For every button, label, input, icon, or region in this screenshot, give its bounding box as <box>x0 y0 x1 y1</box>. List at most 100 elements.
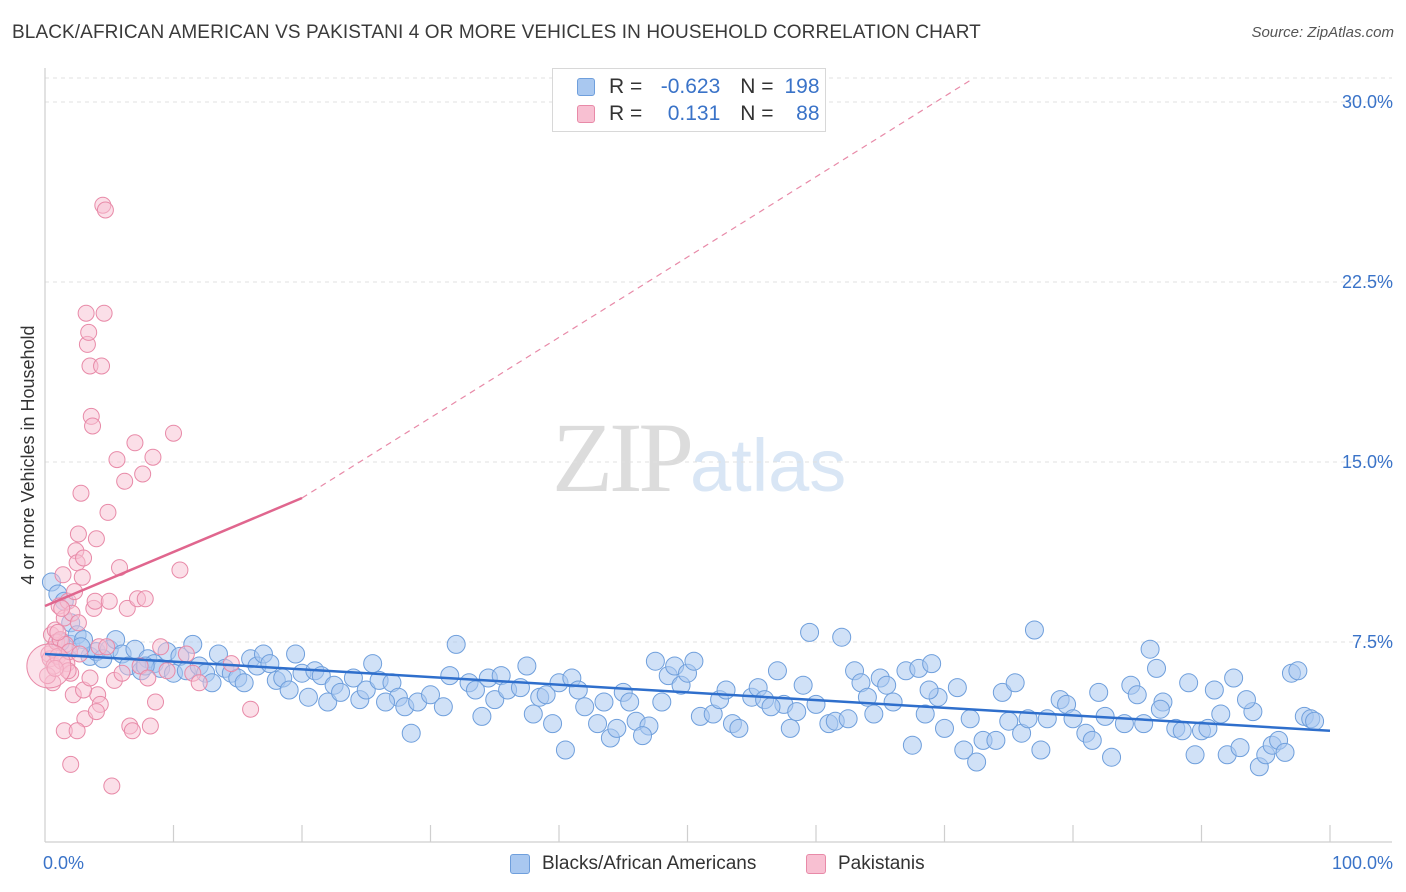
bottom-legend-pakistanis[interactable]: Pakistanis <box>806 852 925 876</box>
data-point-blacks <box>633 726 653 746</box>
data-point-blacks <box>331 682 351 702</box>
data-point-pakistanis <box>53 599 71 617</box>
data-point-blacks <box>517 656 537 676</box>
data-point-blacks <box>536 685 556 705</box>
data-point-blacks <box>543 714 563 734</box>
data-point-blacks <box>234 673 254 693</box>
data-point-blacks <box>652 692 672 712</box>
data-point-pakistanis <box>26 643 72 689</box>
trend-lines <box>44 496 1331 733</box>
bottom-legend-blacks[interactable]: Blacks/African Americans <box>510 852 756 876</box>
data-point-blacks <box>1031 740 1051 760</box>
data-point-pakistanis <box>87 703 105 721</box>
data-point-pakistanis <box>141 717 159 735</box>
data-point-blacks <box>645 651 665 671</box>
series-blacks-points <box>41 572 1325 777</box>
data-point-pakistanis <box>73 568 91 586</box>
data-point-blacks <box>761 697 781 717</box>
watermark: ZIPatlas <box>552 400 846 515</box>
data-point-pakistanis <box>116 472 134 490</box>
data-point-pakistanis <box>158 662 176 680</box>
legend-r-value: 0.131 <box>667 102 721 125</box>
data-point-pakistanis <box>103 777 121 795</box>
data-point-blacks <box>472 706 492 726</box>
data-point-pakistanis <box>54 566 72 584</box>
data-point-blacks <box>433 697 453 717</box>
data-point-blacks <box>620 692 640 712</box>
trend-line-pakistanis <box>44 496 303 608</box>
data-point-pakistanis <box>113 664 131 682</box>
data-point-blacks <box>767 661 787 681</box>
data-point-pakistanis <box>177 645 195 663</box>
y-tick-label: 22.5% <box>1342 272 1393 292</box>
data-point-blacks <box>1063 709 1083 729</box>
data-point-pakistanis <box>72 484 90 502</box>
data-point-pakistanis <box>139 669 157 687</box>
data-point-blacks <box>260 654 280 674</box>
data-point-pakistanis <box>49 623 67 641</box>
chart-title: BLACK/AFRICAN AMERICAN VS PAKISTANI 4 OR… <box>12 22 981 43</box>
data-point-blacks <box>1082 730 1102 750</box>
data-point-blacks <box>1305 711 1325 731</box>
data-point-blacks <box>1230 738 1250 758</box>
source-label: Source: ZipAtlas.com <box>1251 24 1394 41</box>
data-point-blacks <box>446 634 466 654</box>
data-point-pakistanis <box>131 657 149 675</box>
data-point-blacks <box>1211 704 1231 724</box>
data-point-blacks <box>356 680 376 700</box>
data-point-blacks <box>883 692 903 712</box>
data-point-pakistanis <box>95 304 113 322</box>
legend-r-label: R = <box>609 102 643 125</box>
data-point-blacks <box>960 709 980 729</box>
watermark-zip: ZIP <box>552 402 694 513</box>
data-point-pakistanis <box>93 357 111 375</box>
data-point-blacks <box>594 692 614 712</box>
data-point-pakistanis <box>165 424 182 442</box>
x-tick-label: 100.0% <box>1332 853 1393 873</box>
legend-label-pakistanis: Pakistanis <box>838 853 925 874</box>
grid-lines <box>45 77 1392 643</box>
data-point-blacks <box>1275 742 1295 762</box>
data-point-blacks <box>1018 709 1038 729</box>
legend-row-blacks: R = -0.623 N = 198 <box>577 74 820 100</box>
legend-swatch-pink <box>577 105 595 123</box>
data-point-pakistanis <box>80 323 98 341</box>
legend-r-label: R = <box>609 75 643 98</box>
legend-n-value: 88 <box>796 102 820 125</box>
data-point-pakistanis <box>123 722 141 740</box>
y-tick-label: 15.0% <box>1342 452 1393 472</box>
legend-n-value: 198 <box>784 75 820 98</box>
data-point-pakistanis <box>86 592 104 610</box>
legend-swatch-pink <box>806 854 826 874</box>
y-tick-label: 7.5% <box>1352 632 1393 652</box>
data-point-pakistanis <box>84 417 102 435</box>
data-point-blacks <box>915 704 935 724</box>
data-point-pakistanis <box>108 451 126 469</box>
data-point-pakistanis <box>144 448 162 466</box>
data-point-blacks <box>806 694 826 714</box>
data-point-blacks <box>1185 745 1205 765</box>
legend-label-blacks: Blacks/African Americans <box>542 853 757 874</box>
legend-r-value: -0.623 <box>660 75 721 98</box>
y-tick-label: 30.0% <box>1342 92 1393 112</box>
data-point-blacks <box>286 644 306 664</box>
data-point-blacks <box>1172 721 1192 741</box>
data-point-blacks <box>401 723 421 743</box>
data-point-blacks <box>838 709 858 729</box>
data-point-blacks <box>440 666 460 686</box>
tick-labels: 7.5% 15.0% 22.5% 30.0% 0.0% 100.0% <box>43 92 1393 873</box>
data-point-pakistanis <box>68 722 86 740</box>
data-point-pakistanis <box>126 434 144 452</box>
legend-n-label: N = <box>740 75 774 98</box>
data-point-pakistanis <box>81 669 99 687</box>
data-point-blacks <box>1140 639 1160 659</box>
data-point-blacks <box>465 680 485 700</box>
data-point-blacks <box>800 622 820 642</box>
data-point-pakistanis <box>87 530 105 548</box>
data-point-pakistanis <box>69 614 87 632</box>
data-point-blacks <box>523 704 543 724</box>
data-point-pakistanis <box>96 201 114 219</box>
data-point-blacks <box>568 680 588 700</box>
data-point-blacks <box>555 740 575 760</box>
data-point-blacks <box>864 704 884 724</box>
